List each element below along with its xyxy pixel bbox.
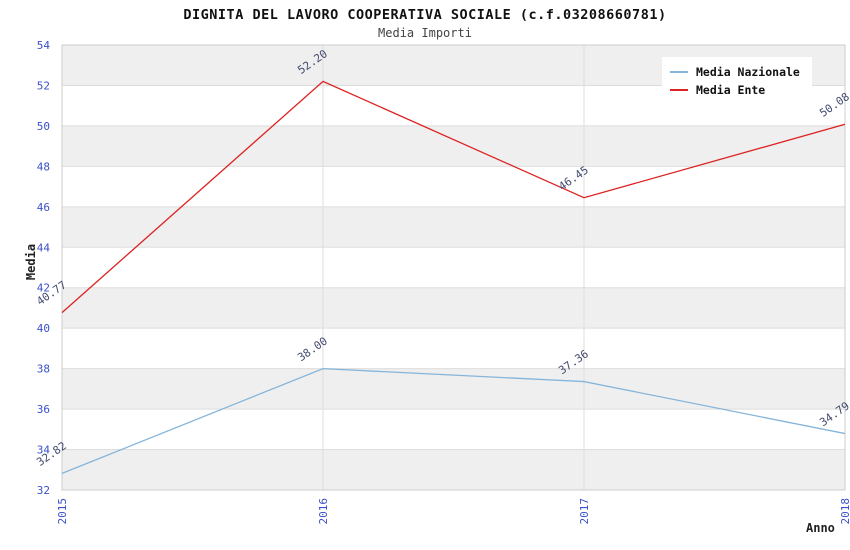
x-tick-label: 2016: [317, 498, 330, 525]
x-tick-label: 2018: [839, 498, 850, 525]
y-tick-label: 52: [37, 79, 50, 92]
x-axis-title: Anno: [806, 521, 835, 535]
series-line-media-nazionale: [61, 367, 846, 475]
series-line-media-ente: [61, 80, 846, 314]
y-tick-label: 32: [37, 484, 50, 497]
legend-label-media-ente: Media Ente: [696, 83, 766, 97]
chart-title: DIGNITA DEL LAVORO COOPERATIVA SOCIALE (…: [183, 7, 667, 23]
legend-swatch-media-nazionale: [670, 71, 688, 73]
y-tick-label: 46: [37, 201, 50, 214]
legend-item-media-nazionale: Media Nazionale: [670, 63, 804, 81]
y-tick-label: 44: [37, 241, 51, 254]
grid-band: [62, 287, 845, 329]
y-tick-label: 42: [37, 282, 50, 295]
chart-subtitle: Media Importi: [378, 26, 472, 40]
legend-swatch-media-ente: [670, 89, 688, 91]
grid-band: [62, 247, 845, 288]
x-tick-label: 2015: [56, 498, 69, 525]
grid-band: [62, 409, 845, 450]
grid-band: [62, 125, 845, 167]
y-axis-title: Media: [24, 243, 38, 281]
y-tick-label: 34: [37, 444, 51, 457]
plot-border: [61, 44, 846, 491]
y-tick-label: 48: [37, 160, 50, 173]
x-tick-label: 2017: [578, 498, 591, 525]
legend: Media Nazionale Media Ente: [662, 57, 812, 105]
y-tick-label: 36: [37, 403, 50, 416]
grid-band: [62, 328, 845, 369]
grid-band: [62, 166, 845, 207]
legend-label-media-nazionale: Media Nazionale: [696, 65, 800, 79]
grid-band: [62, 206, 845, 248]
y-tick-label: 38: [37, 363, 50, 376]
y-tick-label: 40: [37, 322, 50, 335]
legend-item-media-ente: Media Ente: [670, 81, 804, 99]
y-tick-label: 54: [37, 39, 51, 52]
y-tick-label: 50: [37, 120, 50, 133]
grid-band: [62, 449, 845, 490]
